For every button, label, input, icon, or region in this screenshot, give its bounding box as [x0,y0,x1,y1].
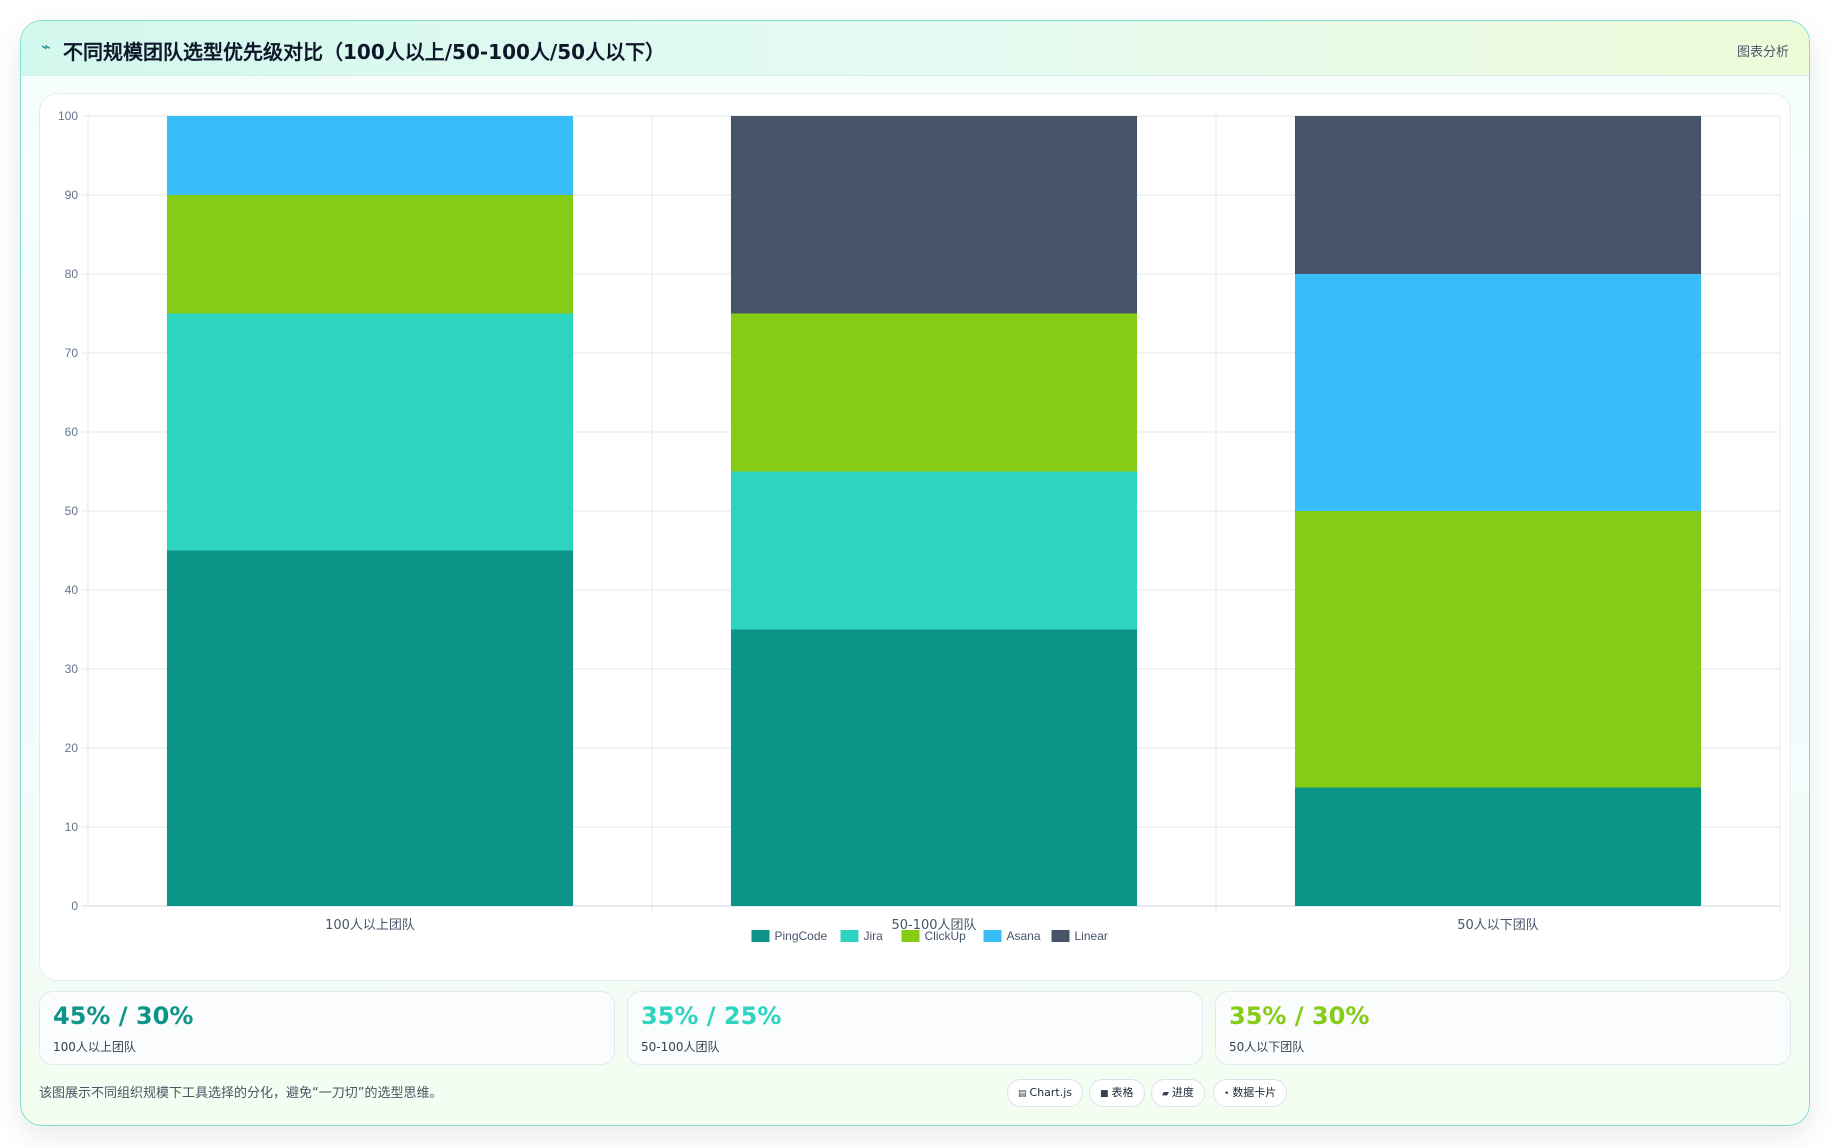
chip-label: 进度 [1171,1086,1194,1099]
legend-swatch-jira [840,930,859,942]
stat-card-mid-teams: 35% / 25% 50-100人团队 [627,991,1203,1065]
stacked-bar-chart: 0 10 20 30 40 50 60 70 80 90 100 100人以上团队 50-100人团队 5… [58,109,1781,943]
bar-segment-pingcode [730,629,1138,906]
y-tick-label: 100 [58,109,78,123]
y-tick-label: 70 [65,346,79,360]
bar-segment-jira [730,471,1138,630]
stat-value: 45% / 30% [53,1002,194,1030]
x-tick-label: 100人以上团队 [325,918,415,933]
y-tick-label: 30 [65,662,79,676]
chip-progress[interactable]: ▰ 进度 [1151,1079,1205,1107]
bar-segment-clickup [1294,511,1702,788]
bar-segment-jira [166,313,574,551]
x-tick-label: 50-100人团队 [891,918,976,933]
y-tick-label: 10 [65,820,79,834]
bar-segment-linear [730,116,1138,314]
legend-swatch-asana [983,930,1002,942]
legend-swatch-pingcode [751,930,770,942]
stat-value: 35% / 25% [641,1002,782,1030]
table-icon: ■ [1100,1089,1109,1099]
stats-row: 45% / 30% 100人以上团队 35% / 25% 50-100人团队 3… [39,991,1791,1065]
progress-icon: ▰ [1162,1089,1169,1099]
bar-segment-clickup [166,195,574,314]
bolt-icon: ⌁ [41,37,51,56]
y-tick-label: 40 [65,583,79,597]
bar-segment-pingcode [1294,787,1702,906]
bar-segment-clickup [730,313,1138,472]
stat-value: 35% / 30% [1229,1002,1370,1030]
stat-label: 50-100人团队 [641,1040,720,1054]
card-icon: • [1224,1089,1230,1099]
chart-panel: 0 10 20 30 40 50 60 70 80 90 100 100人以上团队 50-100人团队 5… [39,93,1791,981]
legend-swatch-clickup [901,930,920,942]
bar-segment-pingcode [166,550,574,906]
legend-label: ClickUp [925,929,967,943]
stat-label: 50人以下团队 [1229,1040,1305,1054]
footer-note: 该图展示不同组织规模下工具选择的分化，避免“一刀切”的选型思维。 [39,1086,443,1101]
chart-analysis-link[interactable]: 图表分析 [1736,45,1789,60]
y-tick-label: 0 [71,899,78,913]
y-tick-label: 80 [65,267,79,281]
chart-icon: ▤ [1018,1089,1027,1099]
stat-card-large-teams: 45% / 30% 100人以上团队 [39,991,615,1065]
legend-label: Linear [1075,929,1108,943]
bar-segment-linear [1294,116,1702,274]
y-tick-label: 50 [65,504,79,518]
legend-label: Jira [864,929,884,943]
bar-segment-asana [166,116,574,195]
y-tick-label: 20 [65,741,79,755]
chip-chartjs[interactable]: ▤ Chart.js [1007,1079,1084,1107]
chip-label: 表格 [1111,1086,1134,1099]
stat-card-small-teams: 35% / 30% 50人以下团队 [1215,991,1791,1065]
x-tick-label: 50人以下团队 [1457,918,1539,933]
y-tick-label: 60 [65,425,79,439]
chip-table[interactable]: ■ 表格 [1089,1079,1145,1107]
chip-data-card[interactable]: • 数据卡片 [1213,1079,1288,1107]
legend-swatch-linear [1051,930,1070,942]
y-tick-label: 90 [65,188,79,202]
legend-label: Asana [1007,929,1041,943]
chip-label: 数据卡片 [1232,1086,1277,1099]
chip-label: Chart.js [1029,1086,1073,1099]
legend-label: PingCode [775,929,828,943]
chart-title: 不同规模团队选型优先级对比（100人以上/50-100人/50人以下） [63,40,666,64]
bar-segment-asana [1294,274,1702,511]
stat-label: 100人以上团队 [53,1040,136,1054]
chart-card: ⌁ 不同规模团队选型优先级对比（100人以上/50-100人/50人以下） 图表… [20,20,1810,1126]
card-header: ⌁ 不同规模团队选型优先级对比（100人以上/50-100人/50人以下） 图表… [21,21,1809,76]
